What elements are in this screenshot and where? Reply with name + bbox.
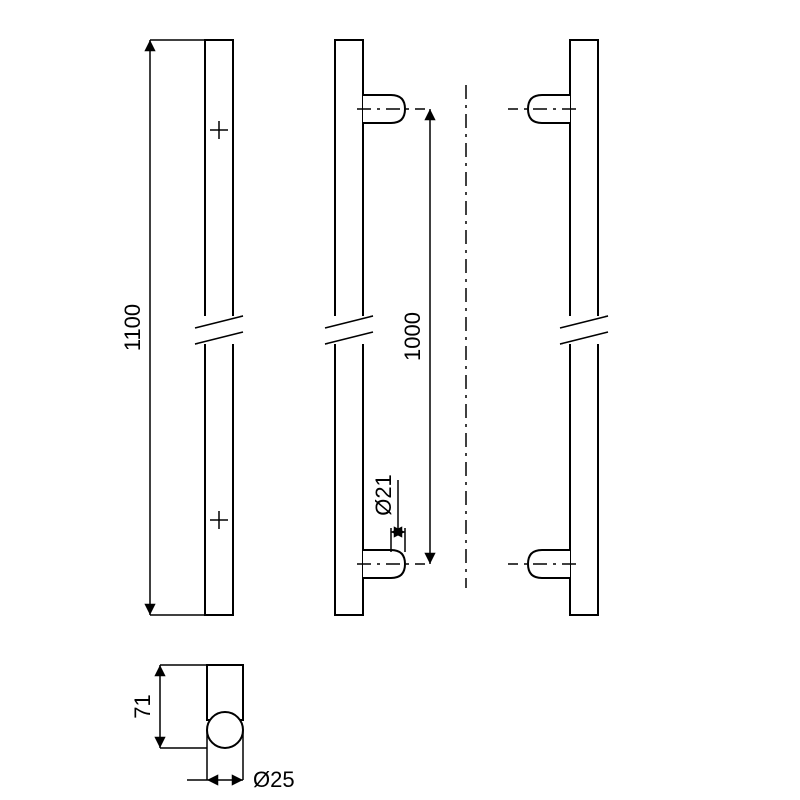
dim-center-distance: 1000 <box>400 312 425 361</box>
dim-projection: 71 <box>130 694 155 718</box>
dim-tube-diameter: Ø25 <box>253 767 295 792</box>
dim-standoff-diameter: Ø21 <box>371 474 396 516</box>
end-view-circle <box>207 712 243 748</box>
dim-overall-length: 1100 <box>120 304 145 351</box>
